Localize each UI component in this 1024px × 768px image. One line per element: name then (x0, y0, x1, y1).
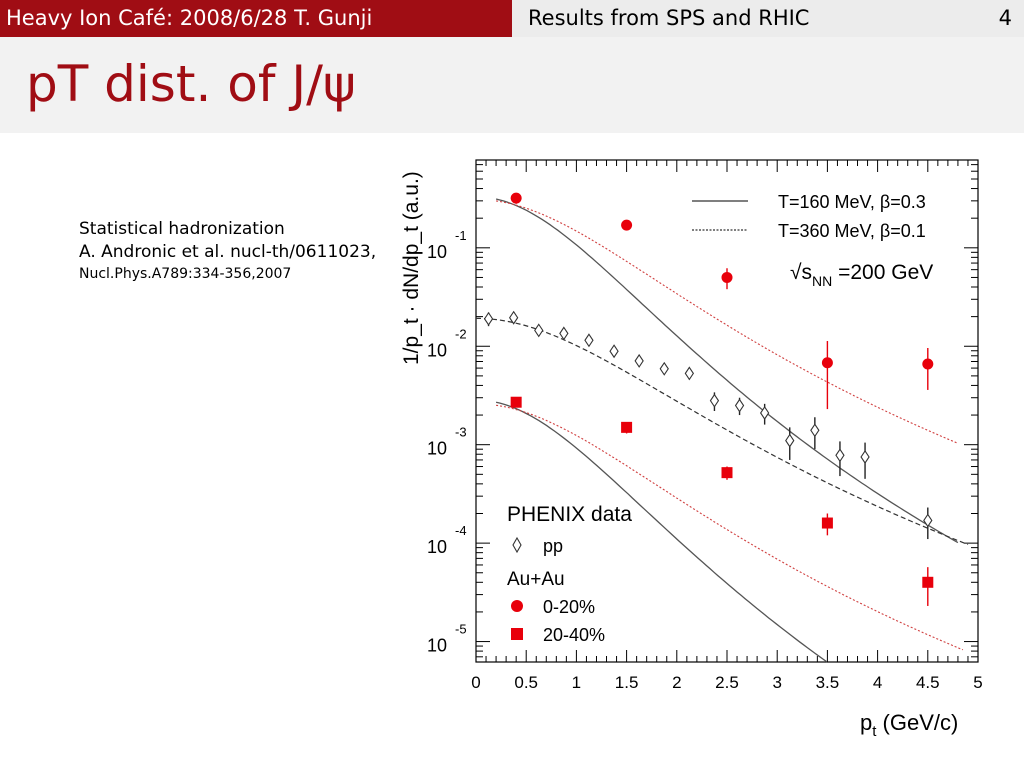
legend-model-160: T=160 MeV, β=0.3 (778, 192, 926, 212)
reference-note: Statistical hadronization A. Andronic et… (79, 218, 376, 285)
x-tick-label: 3 (772, 673, 781, 692)
y-tick-label: 10 (427, 537, 447, 557)
legend-pp-marker (512, 536, 522, 554)
y-tick-exponent: -1 (455, 228, 467, 243)
data-point-pp (923, 513, 933, 528)
legend-central-label: 0-20% (543, 597, 595, 617)
data-point-pp (709, 393, 720, 408)
header-author: Heavy Ion Café: 2008/6/28 T. Gunji (0, 0, 512, 37)
x-tick-label: 1 (572, 673, 581, 692)
data-point-central (922, 358, 934, 370)
data-point-pp (835, 448, 845, 463)
legend-pp-label: pp (543, 536, 563, 556)
data-point-pp (734, 398, 745, 413)
data-point-pp (659, 361, 669, 376)
data-point-semicentral (821, 517, 833, 529)
note-line-2: A. Andronic et al. nucl-th/0611023, (79, 242, 377, 262)
header-section-title: Results from SPS and RHIC (528, 6, 810, 30)
y-tick-exponent: -2 (455, 326, 467, 341)
y-tick-label: 10 (427, 242, 447, 262)
slide-title: pT dist. of J/ψ (26, 55, 356, 113)
data-point-central (621, 219, 633, 231)
x-tick-label: 0.5 (514, 673, 538, 692)
data-point-pp (810, 423, 820, 438)
data-point-central (821, 357, 833, 369)
y-tick-exponent: -4 (455, 523, 467, 538)
x-tick-label: 3.5 (816, 673, 840, 692)
x-tick-label: 5 (973, 673, 982, 692)
model-curve-pp-dashed (476, 317, 969, 546)
x-tick-label: 0 (471, 673, 480, 692)
note-line-3: Nucl.Phys.A789:334-356,2007 (79, 266, 292, 282)
legend-central-marker (511, 600, 523, 612)
data-point-semicentral (922, 576, 934, 588)
data-point-pp (860, 449, 870, 464)
legend-model-360: T=360 MeV, β=0.1 (778, 221, 926, 241)
data-point-pp (609, 344, 619, 359)
y-tick-label: 10 (427, 439, 447, 459)
x-tick-label: 4.5 (916, 673, 940, 692)
x-tick-label: 2.5 (715, 673, 739, 692)
data-point-pp (759, 405, 770, 420)
legend-semicentral-label: 20-40% (543, 625, 605, 645)
x-axis-title: pt (GeV/c) (860, 710, 958, 740)
title-bar: pT dist. of J/ψ (0, 37, 1024, 133)
note-line-1: Statistical hadronization (79, 219, 285, 239)
x-tick-label: 1.5 (615, 673, 639, 692)
data-point-pp (684, 366, 695, 381)
legend-semicentral-marker (511, 628, 523, 640)
data-point-pp (559, 326, 569, 341)
legend-phenix-header: PHENIX data (507, 503, 632, 526)
model-curve-semicentral-solid (495, 401, 828, 663)
energy-label: √sNN =200 GeV (790, 261, 933, 289)
data-point-semicentral (621, 421, 633, 433)
y-tick-exponent: -3 (455, 425, 467, 440)
data-point-semicentral (510, 396, 522, 408)
data-point-pp (584, 333, 594, 348)
model-curve-central-solid (495, 198, 959, 544)
data-point-central (721, 271, 733, 283)
y-tick-exponent: -5 (455, 622, 467, 637)
data-point-pp (508, 310, 519, 325)
legend-auau-header: Au+Au (507, 569, 565, 590)
page-number: 4 (998, 6, 1012, 30)
data-point-pp (483, 311, 494, 326)
header-bar: Heavy Ion Café: 2008/6/28 T. Gunji Resul… (0, 0, 1024, 37)
y-tick-label: 10 (427, 636, 447, 656)
y-tick-label: 10 (427, 340, 447, 360)
data-point-central (510, 192, 522, 204)
data-point-pp (634, 353, 644, 368)
x-tick-label: 2 (672, 673, 681, 692)
y-axis-title: 1/p_t · dN/dp_t (a.u.) (400, 171, 423, 365)
x-tick-label: 4 (873, 673, 882, 692)
data-point-pp (785, 433, 795, 448)
data-point-pp (534, 323, 544, 338)
data-point-semicentral (721, 467, 733, 479)
